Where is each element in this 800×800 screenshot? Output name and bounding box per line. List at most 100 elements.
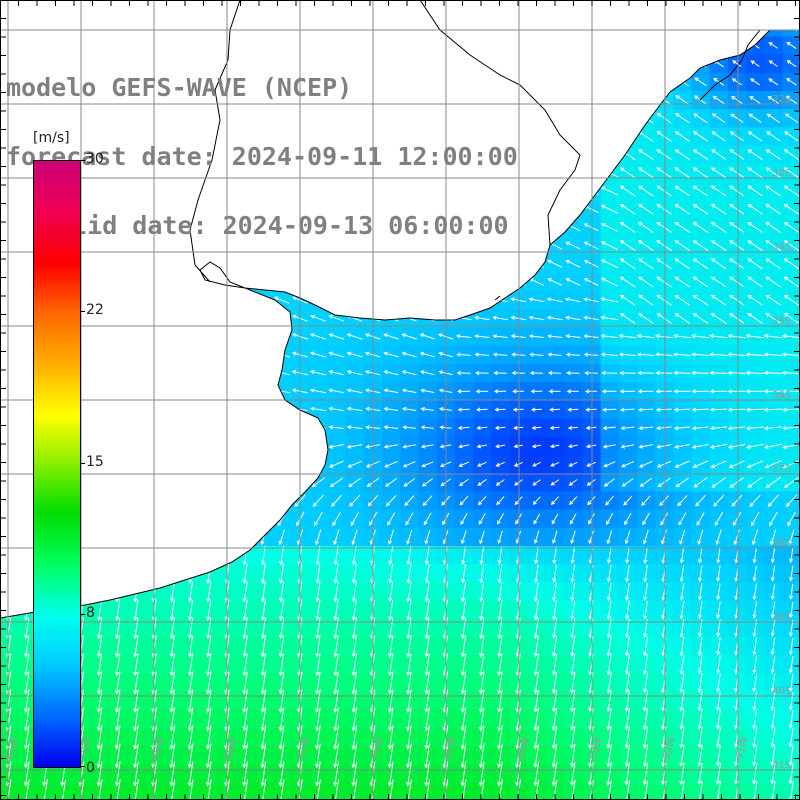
wind-arrow	[715, 637, 721, 656]
wind-arrow	[569, 496, 578, 506]
wind-arrow	[406, 546, 412, 566]
wind-arrow	[655, 407, 672, 412]
wind-arrow	[752, 745, 758, 767]
wind-arrow	[747, 276, 763, 288]
wind-arrow	[747, 240, 763, 252]
wind-arrow	[315, 529, 322, 546]
wind-arrow	[474, 352, 490, 357]
wind-arrow	[642, 672, 649, 694]
wind-arrow	[710, 258, 727, 270]
wind-arrow	[401, 388, 417, 394]
wind-arrow	[784, 131, 799, 142]
wind-arrow	[691, 389, 709, 394]
wind-arrow	[788, 691, 794, 711]
wind-arrow	[766, 113, 780, 123]
wind-arrow	[715, 727, 721, 749]
wind-arrow	[551, 689, 558, 713]
wind-arrow	[619, 222, 636, 233]
wind-arrow	[752, 583, 757, 601]
wind-arrow	[568, 461, 578, 467]
wind-arrow	[770, 583, 776, 601]
wind-arrow	[729, 131, 744, 142]
wind-arrow	[692, 131, 708, 142]
wind-arrow	[570, 547, 575, 565]
wind-arrow	[782, 426, 800, 431]
wind-arrow	[601, 370, 618, 376]
wind-arrow	[697, 565, 703, 583]
wind-arrow	[729, 258, 745, 270]
wind-arrow	[479, 617, 485, 640]
wind-arrow	[709, 443, 727, 449]
wind-arrow	[315, 743, 321, 769]
wind-arrow	[404, 495, 415, 507]
wind-arrow	[783, 185, 800, 197]
wind-arrow	[570, 530, 576, 545]
wind-arrow	[260, 689, 267, 713]
wind-arrow	[23, 671, 30, 695]
colorbar-tick-30: 30	[86, 151, 104, 167]
wind-arrow	[600, 297, 619, 303]
wind-arrow	[765, 476, 781, 488]
wind-arrow	[242, 581, 248, 603]
wind-arrow	[752, 637, 758, 656]
wind-arrow	[624, 762, 631, 786]
wind-arrow	[476, 461, 487, 467]
wind-arrow	[638, 167, 654, 179]
wind-arrow	[494, 407, 506, 412]
wind-arrow	[260, 707, 267, 732]
wind-arrow	[746, 460, 764, 469]
wind-arrow	[692, 203, 709, 215]
wind-arrow	[710, 203, 727, 215]
wind-arrow	[768, 60, 778, 67]
wind-arrow	[351, 529, 358, 546]
wind-arrow	[765, 258, 781, 270]
wind-arrow	[460, 671, 467, 695]
wind-arrow	[351, 725, 358, 750]
lat-label-38S: 38S	[772, 538, 791, 549]
wind-arrow	[619, 389, 636, 394]
wind-arrow	[278, 599, 285, 621]
wind-arrow	[260, 617, 266, 640]
wind-arrow	[96, 725, 103, 750]
wind-arrow	[656, 203, 672, 215]
wind-arrow	[420, 444, 434, 449]
wind-arrow	[333, 563, 339, 584]
wind-arrow	[96, 689, 103, 713]
wind-arrow	[460, 653, 467, 677]
wind-arrow	[424, 530, 431, 545]
wind-arrow	[549, 407, 561, 412]
lat-label-37S: 37S	[772, 464, 791, 475]
wind-arrow	[530, 389, 543, 394]
forecast-date: forecast date: 2024-09-11 12:00:00	[6, 142, 518, 171]
wind-arrow	[782, 443, 800, 450]
wind-arrow	[606, 744, 612, 768]
wind-arrow	[309, 388, 327, 394]
wind-arrow	[783, 476, 799, 488]
wind-arrow	[565, 334, 581, 339]
wind-arrow	[731, 494, 743, 507]
wind-arrow	[770, 529, 777, 546]
wind-arrow	[600, 204, 618, 214]
wind-arrow	[23, 725, 30, 750]
wind-arrow	[351, 581, 357, 603]
wind-arrow	[767, 494, 779, 507]
wind-arrow	[747, 149, 763, 160]
wind-arrow	[569, 743, 576, 768]
wind-arrow	[769, 511, 778, 527]
wind-arrow	[242, 725, 248, 750]
wind-arrow	[187, 635, 194, 658]
wind-arrow	[715, 673, 721, 693]
wind-arrow	[788, 709, 794, 730]
wind-arrow	[600, 241, 618, 250]
wind-arrow	[315, 545, 321, 566]
wind-arrow	[479, 564, 485, 584]
wind-arrow	[460, 725, 467, 750]
wind-arrow	[770, 601, 776, 619]
wind-arrow	[551, 513, 559, 525]
wind-arrow	[679, 529, 686, 545]
wind-arrow	[422, 495, 433, 507]
wind-arrow	[402, 425, 416, 430]
wind-arrow	[315, 707, 321, 732]
wind-arrow	[697, 780, 703, 800]
wind-arrow	[783, 240, 800, 252]
